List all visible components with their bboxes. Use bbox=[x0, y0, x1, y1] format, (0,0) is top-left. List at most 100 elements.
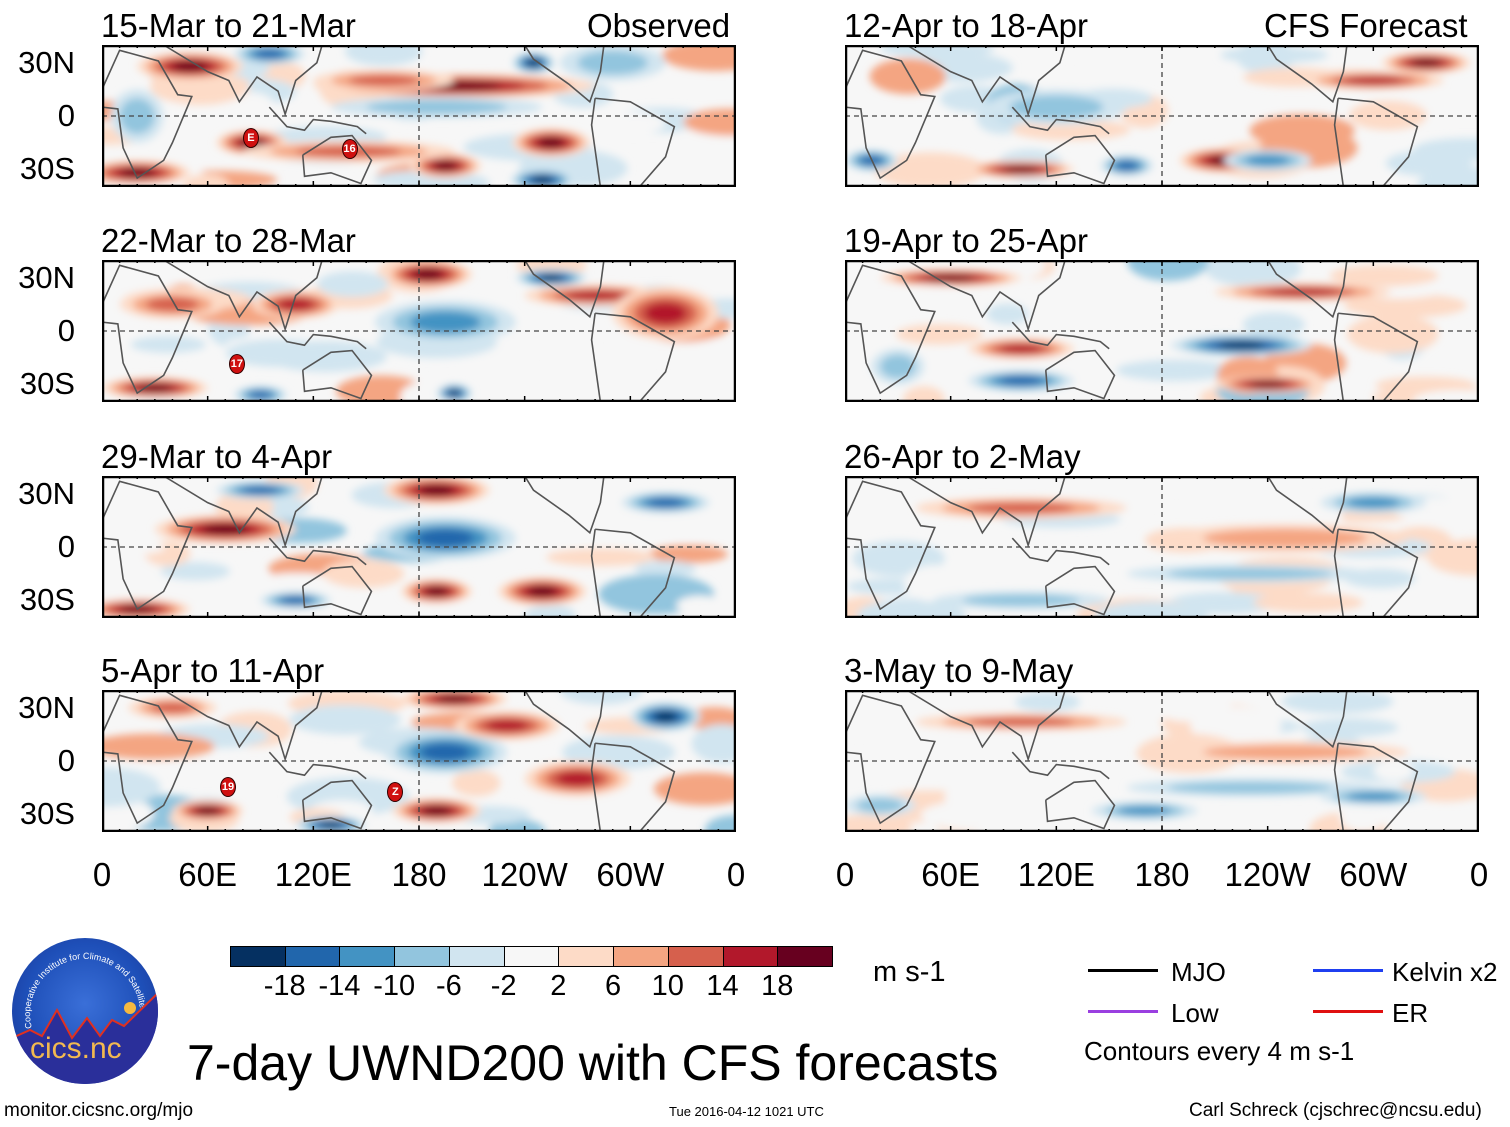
coastline bbox=[906, 690, 1066, 762]
forecast-panel-title: 19-Apr to 25-Apr bbox=[844, 222, 1088, 259]
svg-text:Cooperative Institute for Clim: Cooperative Institute for Climate and Sa… bbox=[22, 951, 148, 1030]
longitude-label: 0 bbox=[726, 856, 746, 893]
coastline bbox=[163, 45, 323, 117]
wind-anomaly-region bbox=[880, 354, 916, 379]
wind-anomaly-region bbox=[691, 724, 736, 763]
longitude-label: 180 bbox=[391, 856, 447, 893]
wind-anomaly-region bbox=[1385, 150, 1472, 177]
timestamp: Tue 2016-04-12 1021 UTC bbox=[669, 1104, 824, 1119]
wind-anomaly-region bbox=[319, 821, 343, 828]
cicsnc-logo: Cooperative Institute for Climate and Sa… bbox=[12, 938, 158, 1084]
forecast-panel-title: 3-May to 9-May bbox=[844, 652, 1074, 689]
legend-line-mjo bbox=[1088, 969, 1158, 972]
wind-anomaly-region bbox=[119, 168, 155, 177]
observed-panel-title: 22-Mar to 28-Mar bbox=[101, 222, 356, 259]
wind-anomaly-region bbox=[845, 753, 893, 775]
coastline bbox=[301, 565, 373, 616]
coastline bbox=[268, 537, 367, 566]
wind-anomaly-region bbox=[1394, 583, 1479, 618]
observed-panel-title: 29-Mar to 4-Apr bbox=[101, 438, 333, 475]
wind-anomaly-region bbox=[1411, 59, 1441, 67]
wind-anomaly-region bbox=[160, 562, 231, 581]
wind-anomaly-region bbox=[968, 502, 1074, 514]
colorbar-swatch bbox=[284, 946, 341, 967]
colorbar-swatch bbox=[339, 946, 396, 967]
panel-frame bbox=[845, 476, 1479, 618]
coastline bbox=[301, 779, 373, 830]
coastline bbox=[1011, 751, 1110, 780]
coastline bbox=[1011, 537, 1110, 566]
wind-anomaly-region bbox=[902, 386, 945, 402]
colorbar-label: -6 bbox=[436, 970, 462, 1002]
longitude-label: 60W bbox=[596, 856, 665, 893]
coastline bbox=[1011, 321, 1110, 350]
coastline bbox=[523, 45, 605, 104]
colorbar-label: -14 bbox=[318, 970, 361, 1002]
wind-anomaly-region bbox=[1346, 497, 1400, 508]
longitude-label: 0 bbox=[1469, 856, 1489, 893]
legend-line-low bbox=[1088, 1010, 1158, 1013]
colorbar-swatch bbox=[394, 946, 451, 967]
coastline bbox=[163, 690, 323, 762]
latitude-label: 30S bbox=[19, 151, 75, 186]
coastline bbox=[845, 264, 936, 395]
wind-anomaly-region bbox=[912, 284, 955, 307]
coastline bbox=[845, 694, 936, 825]
wind-anomaly-region bbox=[249, 391, 272, 399]
wind-anomaly-region bbox=[1092, 326, 1218, 361]
latitude-label: 0 bbox=[57, 743, 75, 778]
coastline bbox=[523, 260, 605, 319]
wind-anomaly-region bbox=[1204, 260, 1302, 287]
panel-frame bbox=[102, 690, 736, 832]
colorbar-label: 2 bbox=[550, 970, 567, 1002]
wind-anomaly-region bbox=[545, 548, 655, 567]
wind-anomaly-region bbox=[252, 572, 344, 595]
wind-anomaly-region bbox=[1339, 800, 1386, 832]
coastline bbox=[163, 260, 323, 332]
wind-anomaly-region bbox=[344, 45, 423, 66]
latitude-label: 30N bbox=[18, 690, 75, 725]
legend-label-low: Low bbox=[1171, 998, 1219, 1028]
legend-line-kelvin bbox=[1313, 969, 1383, 972]
wind-anomaly-region bbox=[1329, 265, 1439, 287]
tropical-cyclone-marker: 16 bbox=[341, 138, 358, 159]
panel-frame bbox=[102, 260, 736, 402]
observed-panel-title: 5-Apr to 11-Apr bbox=[101, 652, 325, 689]
longitude-label: 0 bbox=[92, 856, 112, 893]
latitude-label: 0 bbox=[57, 313, 75, 348]
wind-anomaly-region bbox=[1373, 760, 1415, 781]
wind-anomaly-region bbox=[281, 596, 310, 604]
logo-ring-text: Cooperative Institute for Climate and Sa… bbox=[22, 951, 148, 1030]
wind-anomaly-region bbox=[904, 564, 968, 603]
wind-anomaly-region bbox=[419, 485, 455, 495]
colorbar-swatch bbox=[722, 946, 779, 967]
wind-anomaly-region bbox=[1346, 792, 1400, 801]
panel-frame bbox=[845, 260, 1479, 402]
tropical-cyclone-marker: 19 bbox=[220, 776, 237, 797]
wind-anomaly-region bbox=[1242, 312, 1305, 338]
latitude-label: 0 bbox=[57, 98, 75, 133]
colorbar-label: 6 bbox=[605, 970, 622, 1002]
forecast-map-panel bbox=[845, 476, 1479, 618]
wind-anomaly-region bbox=[1412, 389, 1479, 402]
coastline bbox=[1266, 45, 1348, 104]
observed-map-panel bbox=[102, 690, 736, 832]
wind-anomaly-region bbox=[448, 390, 461, 397]
colorbar-label: -10 bbox=[373, 970, 416, 1002]
wind-anomaly-region bbox=[1281, 690, 1394, 714]
forecast-panel-title: 12-Apr to 18-Apr bbox=[844, 7, 1088, 44]
wind-anomaly-region bbox=[222, 92, 277, 127]
wind-anomaly-region bbox=[1349, 100, 1427, 131]
wind-anomaly-region bbox=[410, 311, 481, 333]
wind-anomaly-region bbox=[317, 271, 389, 298]
legend-label-er: ER bbox=[1392, 998, 1429, 1028]
wind-anomaly-region bbox=[556, 771, 599, 786]
wind-anomaly-region bbox=[1015, 692, 1081, 712]
forecast-map-panel bbox=[845, 45, 1479, 187]
wind-anomaly-region bbox=[452, 769, 501, 797]
wind-anomaly-region bbox=[1151, 476, 1202, 490]
wind-anomaly-region bbox=[1417, 166, 1479, 187]
colorbar-swatch bbox=[230, 946, 287, 967]
coastline bbox=[845, 49, 936, 180]
wind-anomaly-region bbox=[1300, 718, 1399, 737]
